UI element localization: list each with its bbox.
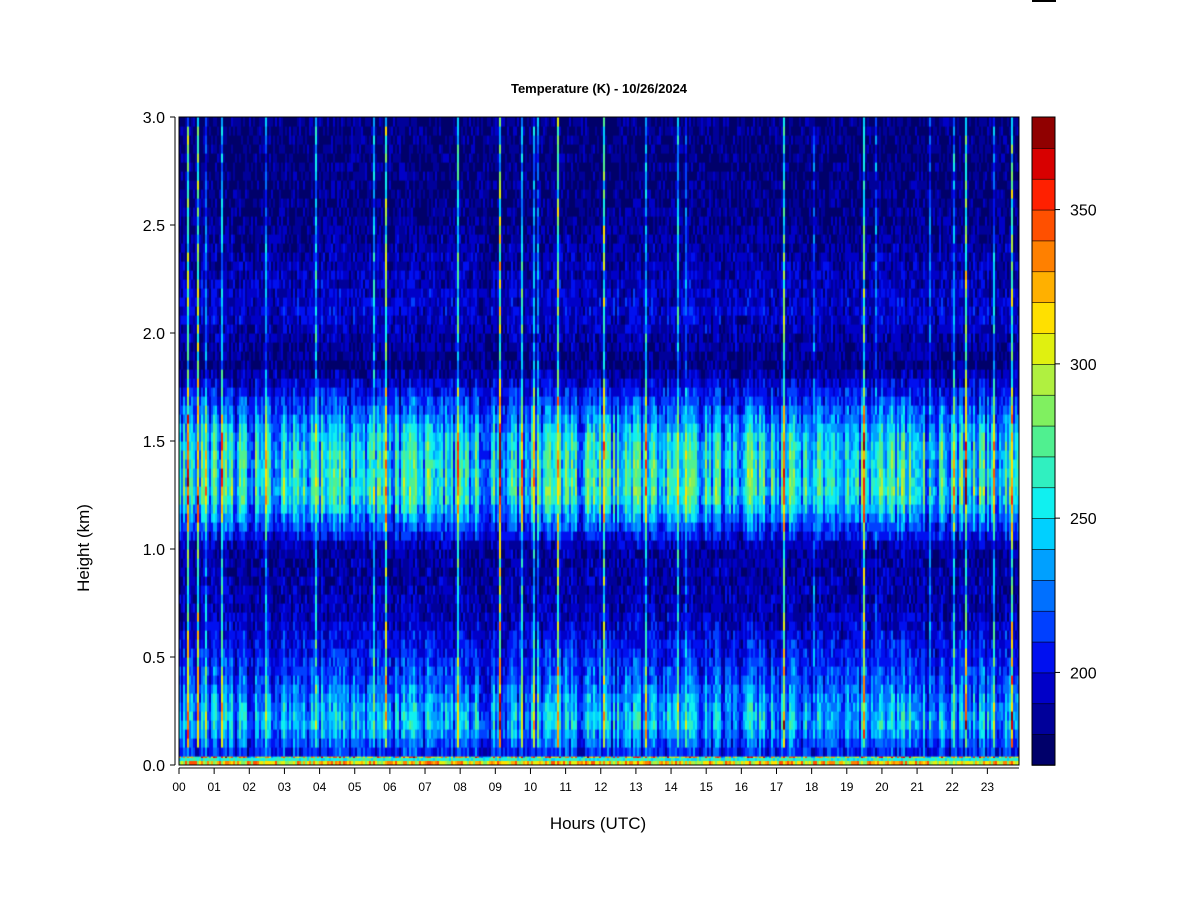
y-tick-label: 0.5 <box>143 650 165 667</box>
x-tick-label: 20 <box>875 780 889 794</box>
x-tick-label: 08 <box>453 780 467 794</box>
colorbar-swatch <box>1031 579 1056 612</box>
colorbar-swatch <box>1031 394 1056 427</box>
colorbar-tick-label: 350 <box>1070 203 1097 220</box>
x-tick-label: 17 <box>770 780 784 794</box>
heatmap-raster <box>179 117 1019 765</box>
colorbar-swatch <box>1031 270 1056 303</box>
x-tick-label: 14 <box>664 780 678 794</box>
colorbar-swatch <box>1031 240 1056 273</box>
colorbar-swatch <box>1031 486 1056 519</box>
colorbar-swatch <box>1031 641 1056 674</box>
x-tick-label: 19 <box>840 780 854 794</box>
y-tick-label: 2.5 <box>143 218 165 235</box>
x-tick-label: 09 <box>489 780 503 794</box>
x-tick-label: 01 <box>207 780 221 794</box>
colorbar-swatch <box>1031 672 1056 705</box>
x-tick-label: 13 <box>629 780 643 794</box>
x-tick-label: 18 <box>805 780 819 794</box>
colorbar-swatch <box>1031 147 1056 180</box>
colorbar-tick-label: 300 <box>1070 357 1097 374</box>
plot-frame <box>178 116 1020 766</box>
x-tick-label: 10 <box>524 780 538 794</box>
y-axis-label: Height (km) <box>74 504 93 592</box>
y-tick-label: 0.0 <box>143 758 165 775</box>
colorbar-swatch <box>1031 301 1056 334</box>
chart-title: Temperature (K) - 10/26/2024 <box>511 81 688 96</box>
x-tick-label: 15 <box>700 780 714 794</box>
y-tick-label: 2.0 <box>143 326 165 343</box>
colorbar-tick-label: 200 <box>1070 665 1097 682</box>
y-axis: 0.0 0.5 1.0 1.5 2.0 2.5 3.0 <box>143 110 176 775</box>
colorbar-frame <box>1031 116 1056 766</box>
colorbar-swatch <box>1031 456 1056 489</box>
y-tick-label: 1.5 <box>143 434 165 451</box>
x-tick-label: 21 <box>910 780 924 794</box>
x-tick-label: 04 <box>313 780 327 794</box>
x-tick-label: 07 <box>418 780 432 794</box>
colorbar-tick-label: 250 <box>1070 511 1097 528</box>
y-tick-label: 3.0 <box>143 110 165 127</box>
x-tick-label: 16 <box>735 780 749 794</box>
x-tick-label: 23 <box>981 780 995 794</box>
x-tick-label: 12 <box>594 780 608 794</box>
colorbar-swatch <box>1031 517 1056 550</box>
colorbar <box>1031 116 1056 766</box>
x-tick-label: 11 <box>559 780 572 794</box>
colorbar-swatch <box>1031 733 1056 766</box>
x-tick-label: 03 <box>278 780 292 794</box>
colorbar-swatch <box>1031 610 1056 643</box>
corner-mark <box>1032 0 1056 2</box>
colorbar-ticks: 200 250 300 350 <box>1055 203 1097 682</box>
colorbar-swatch <box>1031 332 1056 365</box>
x-axis-label: Hours (UTC) <box>550 814 646 833</box>
colorbar-swatch <box>1031 209 1056 242</box>
x-axis: 00 01 02 03 04 05 06 07 08 09 10 11 12 13 14 15 16 17 18 19… <box>172 767 1019 794</box>
x-tick-label: 02 <box>243 780 257 794</box>
x-tick-label: 00 <box>172 780 186 794</box>
colorbar-swatch <box>1031 116 1056 149</box>
y-tick-label: 1.0 <box>143 542 165 559</box>
x-tick-label: 06 <box>383 780 397 794</box>
colorbar-swatch <box>1031 702 1056 735</box>
x-tick-label: 05 <box>348 780 362 794</box>
colorbar-swatch <box>1031 425 1056 458</box>
colorbar-swatch <box>1031 178 1056 211</box>
colorbar-swatch <box>1031 363 1056 396</box>
heatmap-plot-area <box>179 117 1019 765</box>
x-tick-label: 22 <box>946 780 960 794</box>
colorbar-swatch <box>1031 548 1056 581</box>
